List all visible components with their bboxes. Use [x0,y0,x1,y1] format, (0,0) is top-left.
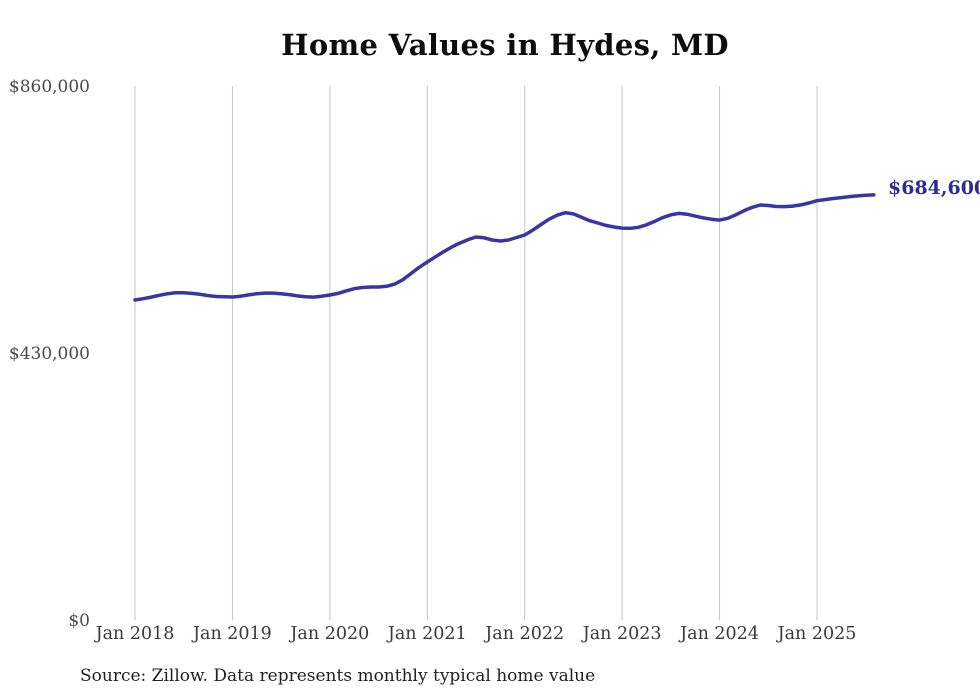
x-axis-tick-label: Jan 2023 [582,624,662,644]
home-value-line [133,193,876,302]
x-axis-tick-label: Jan 2018 [95,624,175,644]
x-axis-tick-label: Jan 2025 [777,624,857,644]
source-attribution: Source: Zillow. Data represents monthly … [80,666,596,686]
x-axis-tick-label: Jan 2019 [193,624,272,644]
x-axis-tick-label: Jan 2020 [290,624,370,644]
y-axis-tick-label: $0 [68,611,90,631]
x-axis-tick-label: Jan 2024 [680,624,759,644]
x-axis-tick-label: Jan 2022 [485,624,565,644]
gridline-group [134,86,818,620]
y-axis-tick-label: $860,000 [8,77,90,97]
x-axis-tick-label: Jan 2021 [387,624,467,644]
chart-title: Home Values in Hydes, MD [281,28,729,62]
current-value-label: $684,600 [888,177,980,199]
y-axis-tick-label: $430,000 [8,344,90,364]
